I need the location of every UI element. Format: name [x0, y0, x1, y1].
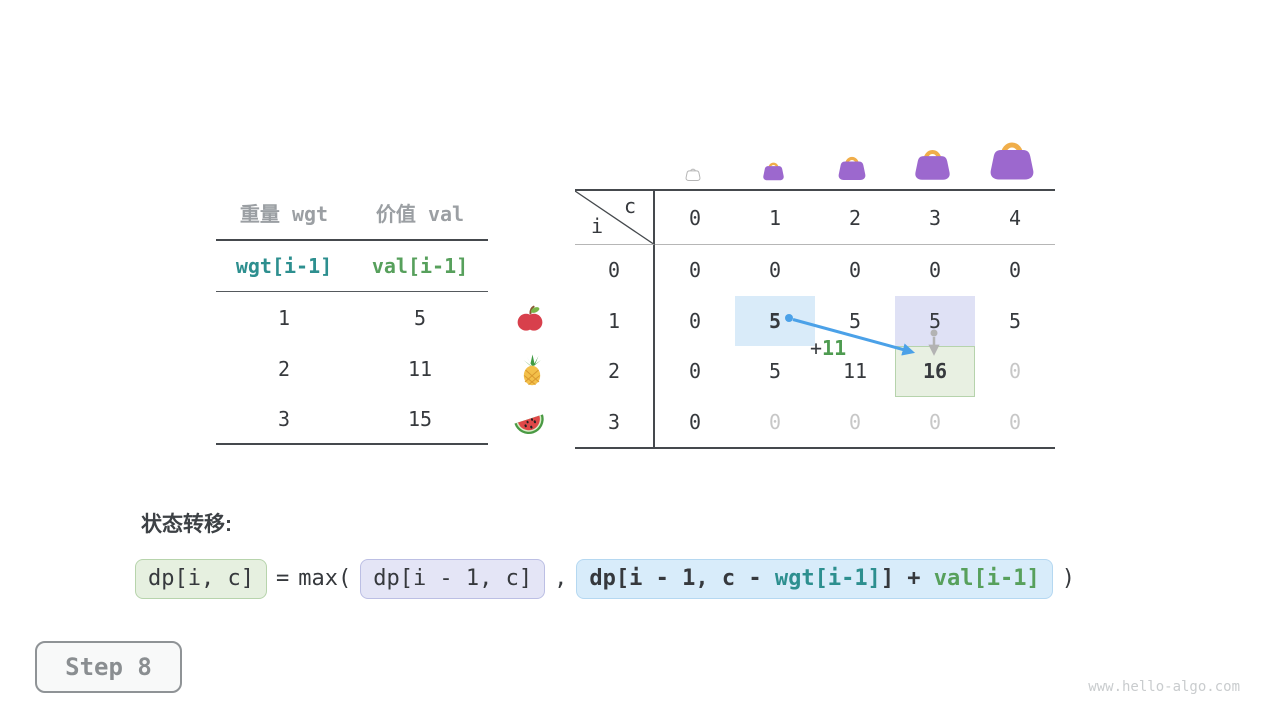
transition-formula: dp[i, c] = max( dp[i - 1, c] , dp[i - 1,… [135, 559, 1075, 599]
item-3-weight: 3 [277, 406, 291, 431]
apple-icon [517, 305, 543, 331]
dp-cell-2-2: 11 [842, 359, 868, 384]
dp-cell-1-0: 0 [688, 308, 702, 333]
dp-col-header: 0 [655, 191, 735, 245]
dp-cell-3-4: 0 [1008, 409, 1022, 434]
dp-cell-0-0: 0 [688, 258, 702, 283]
added-value: 11 [822, 336, 847, 360]
max-open: max( [298, 566, 352, 592]
dp-row-header: 1 [575, 295, 655, 346]
dp-table: c i 0 1 2 3 4 0 0 0 0 0 0 1 0 5 5 5 5 2 … [575, 189, 1055, 449]
capacity-var-label: c [623, 194, 636, 218]
dp-cell-2-4: 0 [1008, 359, 1022, 384]
dp-col-header: 1 [735, 191, 815, 245]
dp-corner-cell: c i [575, 191, 655, 245]
bag-icon [988, 135, 1036, 181]
item-table: 重量 wgt 价值 val wgt[i-1] val[i-1] 1 5 2 11… [216, 186, 488, 445]
dp-col-header: 3 [895, 191, 975, 245]
bag-icon [913, 144, 952, 181]
formula-arg1-box: dp[i - 1, c] [360, 559, 546, 599]
bag-icon [837, 156, 867, 181]
dp-col-header: 4 [975, 191, 1055, 245]
item-table-index-row: wgt[i-1] val[i-1] [216, 241, 488, 292]
dp-cell-3-3: 0 [928, 409, 942, 434]
dp-cell-1-1-source-highlight: 5 [735, 295, 815, 346]
arg2-wgt-term: wgt[i-1] [774, 566, 881, 591]
dp-cell-2-0: 0 [688, 359, 702, 384]
formula-comma: , [554, 566, 568, 592]
item-row-3: 3 15 [216, 394, 488, 445]
dp-cell-1-4: 5 [1008, 308, 1022, 333]
dp-cell-2-1: 5 [768, 359, 782, 384]
item-table-header: 重量 wgt 价值 val [216, 186, 488, 241]
val-index-label: val[i-1] [371, 254, 469, 278]
item-1-weight: 1 [277, 305, 291, 330]
formula-lhs-box: dp[i, c] [135, 559, 267, 599]
item-var-label: i [591, 214, 604, 238]
close-paren: ) [1061, 566, 1076, 592]
value-column-header: 价值 val [375, 202, 465, 226]
dp-row-header: 3 [575, 396, 655, 447]
dp-row-header: 2 [575, 346, 655, 397]
wgt-index-label: wgt[i-1] [235, 254, 333, 278]
dp-cell-1-3-above-highlight: 5 [895, 295, 975, 346]
state-transition-label: 状态转移: [141, 513, 232, 536]
arg2-infix: ] + [880, 566, 934, 591]
dp-cell-3-1: 0 [768, 409, 782, 434]
dp-cell-3-0: 0 [688, 409, 702, 434]
dp-cell-0-4: 0 [1008, 258, 1022, 283]
dp-cell-0-3: 0 [928, 258, 942, 283]
dp-cell-0-1: 0 [768, 258, 782, 283]
diagonal-divider [575, 191, 653, 244]
item-row-1: 1 5 [216, 292, 488, 343]
dp-cell-0-2: 0 [848, 258, 862, 283]
item-row-2: 2 11 [216, 343, 488, 394]
step-badge: Step 8 [35, 641, 182, 693]
watermelon-icon [514, 414, 544, 435]
add-value-annotation: +11 [810, 336, 846, 360]
formula-arg2-box: dp[i - 1, c - wgt[i-1]] + val[i-1] [576, 559, 1053, 599]
arg2-prefix: dp[i - 1, c - [589, 566, 775, 591]
bag-icon [762, 162, 785, 181]
bag-outline-icon [685, 168, 701, 181]
arg2-val-term: val[i-1] [933, 566, 1040, 591]
item-1-value: 5 [413, 305, 427, 330]
dp-row-header: 0 [575, 245, 655, 296]
dp-cell-2-3-current-highlight: 16 [895, 346, 975, 397]
dp-cell-3-2: 0 [848, 409, 862, 434]
plus-operator: + [810, 336, 823, 360]
weight-column-header: 重量 wgt [239, 202, 329, 226]
equals-sign: = [275, 566, 290, 592]
item-2-weight: 2 [277, 356, 291, 381]
item-2-value: 11 [407, 356, 433, 381]
pineapple-icon [523, 354, 541, 386]
dp-col-header: 2 [815, 191, 895, 245]
website-url: www.hello-algo.com [1088, 679, 1240, 695]
item-3-value: 15 [407, 406, 433, 431]
